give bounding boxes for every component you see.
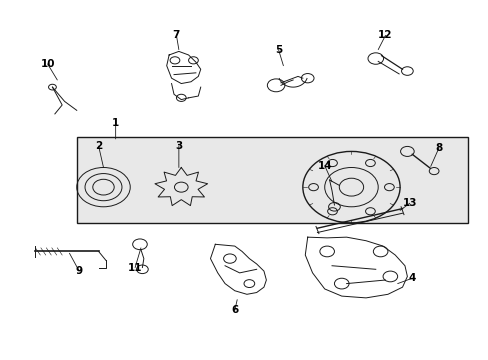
Text: 7: 7 [172,30,180,40]
Text: 8: 8 [434,143,442,153]
Text: 1: 1 [112,118,119,128]
Text: 10: 10 [40,59,55,69]
Text: 11: 11 [127,262,142,273]
Text: 6: 6 [231,305,238,315]
Text: 14: 14 [317,161,331,171]
Text: 3: 3 [175,141,182,151]
Bar [77,137,467,223]
Text: 5: 5 [274,45,282,55]
Text: 13: 13 [402,198,416,208]
Text: 9: 9 [76,266,82,276]
Text: 2: 2 [95,141,102,151]
Text: 4: 4 [407,273,415,283]
Text: 12: 12 [378,30,392,40]
